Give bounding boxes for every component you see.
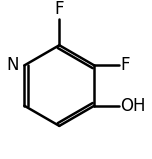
Text: OH: OH xyxy=(120,97,146,115)
Text: F: F xyxy=(55,0,64,18)
Text: N: N xyxy=(6,56,19,74)
Text: F: F xyxy=(120,56,130,74)
